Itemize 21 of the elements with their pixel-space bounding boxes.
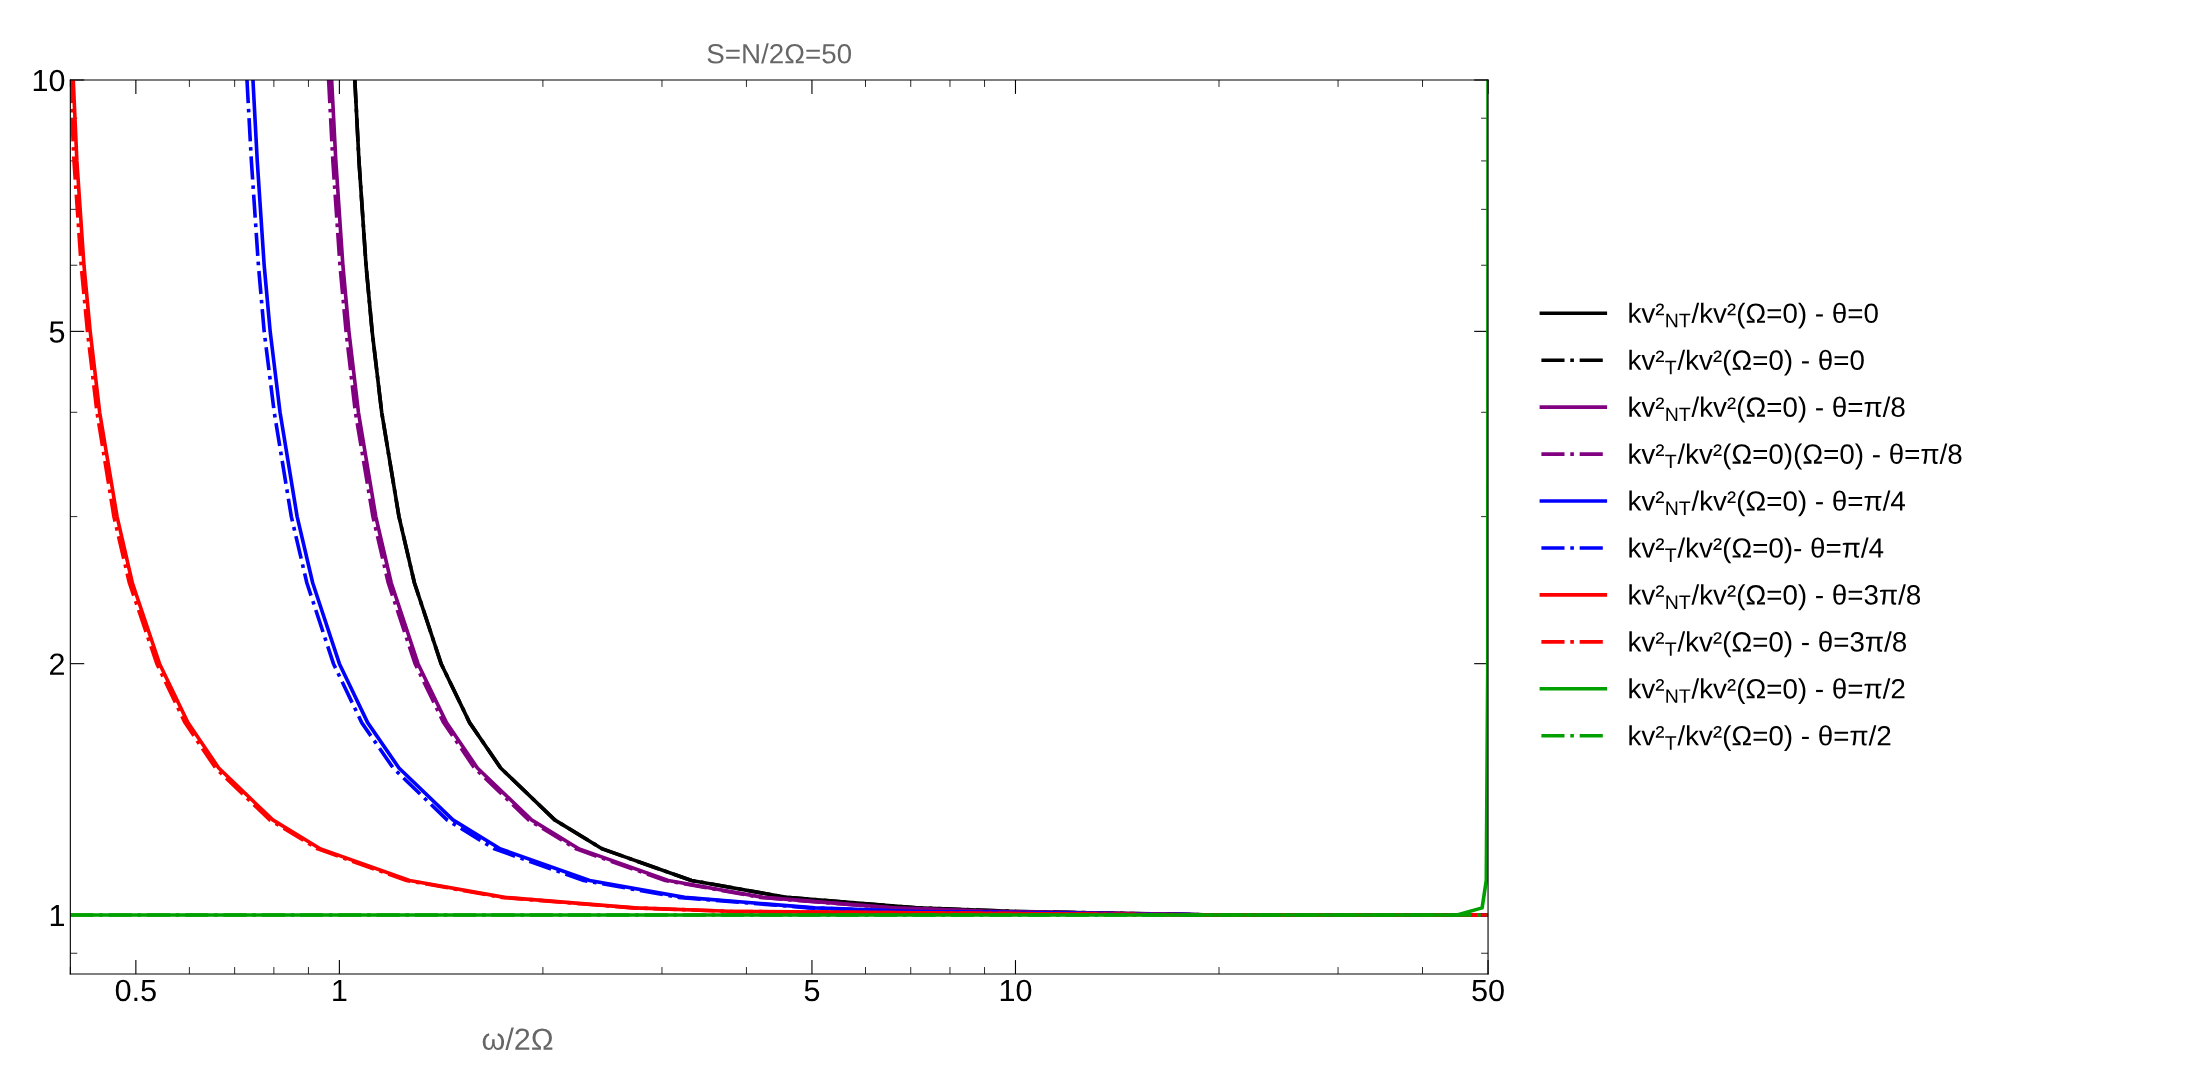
x-tick-label: 5	[804, 979, 820, 1002]
legend-label: kv²$_{T}$/kv²(Ω=0) - θ=0	[1629, 349, 1864, 376]
chart-title: S=N/2Ω=50	[707, 43, 852, 64]
legend-label: kv²$_{NT}$/kv²(Ω=0) - θ=π/2	[1629, 678, 1905, 705]
y-tick-label: 1	[50, 905, 64, 927]
legend-label: kv²$_{NT}$/kv²(Ω=0) - θ=π/4	[1629, 490, 1906, 517]
y-tick-label: 2	[50, 653, 64, 675]
x-tick-label: 50	[1472, 979, 1504, 1002]
x-axis-title: ω/2Ω	[482, 1027, 553, 1051]
x-tick-label: 0.5	[115, 979, 156, 1002]
legend-label: kv²$_{NT}$/kv²(Ω=0) - θ=π/8	[1629, 396, 1905, 423]
legend-label: kv²$_{T}$/kv²(Ω=0) - θ=π/2	[1629, 725, 1891, 752]
legend-label: kv²$_{NT}$/kv²(Ω=0) - θ=3π/8	[1629, 584, 1921, 611]
legend-label: kv²$_{T}$/kv²(Ω=0) - θ=3π/8	[1629, 631, 1907, 658]
y-tick-label: 10	[33, 69, 65, 92]
x-tick-label: 1	[333, 979, 347, 1001]
y-tick-label: 5	[49, 321, 65, 343]
legend-label: kv²$_{T}$/kv²(Ω=0)- θ=π/4	[1629, 537, 1884, 564]
x-tick-label: 10	[1000, 979, 1032, 1002]
legend-label: kv²$_{T}$/kv²(Ω=0)(Ω=0) - θ=π/8	[1629, 443, 1962, 470]
legend-label: kv²$_{NT}$/kv²(Ω=0) - θ=0	[1629, 302, 1878, 329]
